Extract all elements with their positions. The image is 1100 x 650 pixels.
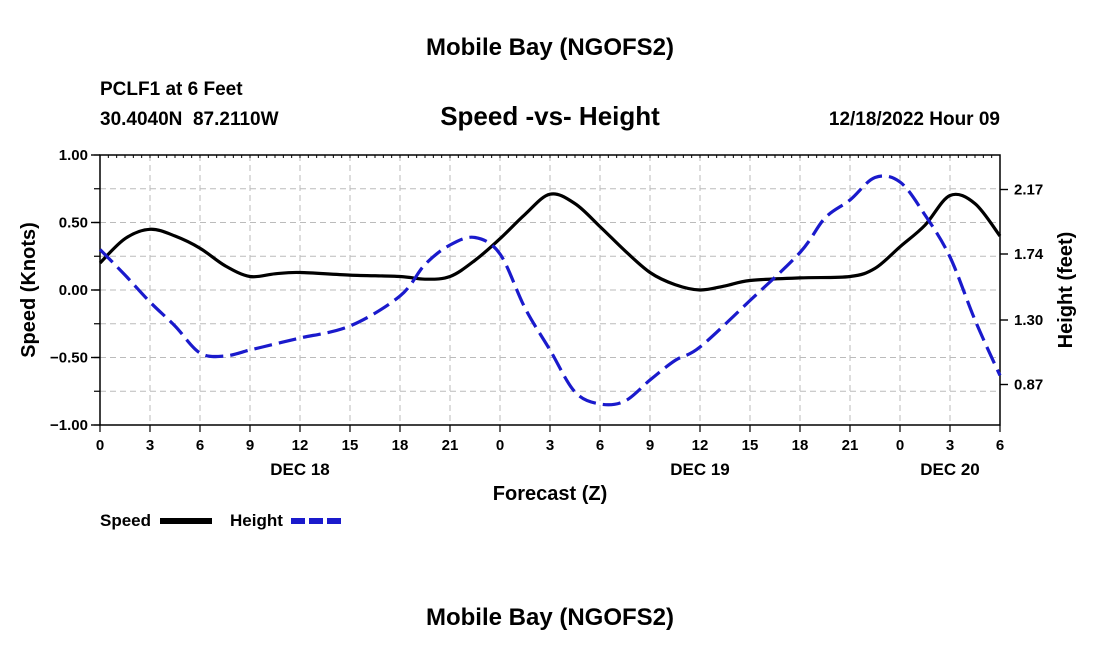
x-axis-label: Forecast (Z) [493, 483, 607, 505]
legend-label-speed: Speed [100, 511, 151, 530]
x-tick-label: 12 [692, 437, 709, 454]
y-tick-label: −1.00 [50, 417, 88, 434]
x-tick-label: 0 [496, 437, 504, 454]
x-tick-label: 6 [596, 437, 604, 454]
datetime-label: 12/18/2022 Hour 09 [829, 109, 1000, 130]
y-tick-label: −0.50 [50, 350, 88, 367]
x-tick-label: 6 [196, 437, 204, 454]
y-tick-label: 1.00 [59, 147, 88, 164]
x-tick-label: 15 [342, 437, 359, 454]
day-label: DEC 20 [920, 460, 980, 479]
x-tick-label: 3 [146, 437, 154, 454]
y2-tick-label: 0.87 [1014, 377, 1043, 394]
day-label: DEC 19 [670, 460, 730, 479]
y2-axis-label: Height (feet) [1055, 232, 1077, 349]
x-tick-label: 3 [546, 437, 554, 454]
legend-label-height: Height [230, 511, 283, 530]
station-line-2: 30.4040N 87.2110W [100, 109, 279, 130]
y2-tick-label: 2.17 [1014, 182, 1043, 199]
station-line-1: PCLF1 at 6 Feet [100, 79, 243, 100]
x-tick-label: 21 [442, 437, 459, 454]
x-tick-label: 0 [96, 437, 104, 454]
y-tick-label: 0.50 [59, 215, 88, 232]
y-tick-label: 0.00 [59, 282, 88, 299]
y2-tick-label: 1.30 [1014, 312, 1043, 329]
grid [100, 155, 1000, 425]
x-tick-label: 18 [392, 437, 409, 454]
x-tick-label: 18 [792, 437, 809, 454]
x-tick-label: 15 [742, 437, 759, 454]
x-tick-label: 21 [842, 437, 859, 454]
x-tick-label: 0 [896, 437, 904, 454]
axis-ticks: 0 3 6 9 12 15 18 21 0 3 6 9 12 15 18 21 0 3 6 DEC 18 DEC 19 D… [50, 147, 1044, 479]
top-title: Mobile Bay (NGOFS2) [426, 34, 674, 61]
series-line-speed [98, 192, 1002, 292]
x-tick-label: 6 [996, 437, 1004, 454]
series [98, 174, 1002, 407]
bottom-title: Mobile Bay (NGOFS2) [426, 604, 674, 631]
day-label: DEC 18 [270, 460, 330, 479]
x-tick-label: 12 [292, 437, 309, 454]
series-line-height [98, 174, 1002, 407]
legend: Speed Height [100, 511, 343, 530]
x-tick-label: 9 [246, 437, 254, 454]
x-tick-label: 9 [646, 437, 654, 454]
x-tick-label: 3 [946, 437, 954, 454]
y2-tick-label: 1.74 [1014, 246, 1044, 263]
plot-title: Speed -vs- Height [440, 101, 660, 131]
y-axis-label: Speed (Knots) [18, 222, 40, 358]
